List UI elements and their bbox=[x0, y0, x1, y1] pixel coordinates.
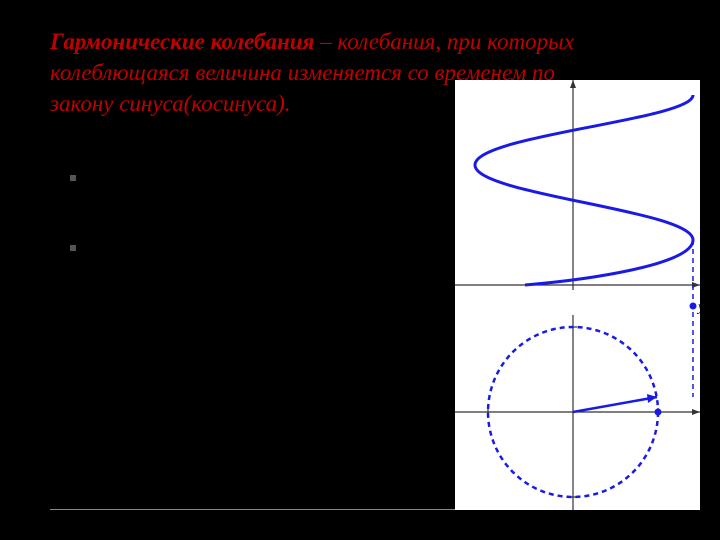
sine-curve bbox=[475, 95, 693, 285]
circle-panel bbox=[455, 315, 700, 510]
figure-svg: y(t) bbox=[455, 80, 700, 510]
y-of-t-dot bbox=[690, 303, 697, 310]
y-of-t-label: y(t) bbox=[696, 300, 700, 315]
projection-dot bbox=[655, 409, 662, 416]
heading-term: Гармонические колебания bbox=[50, 29, 314, 54]
sine-y-arrow bbox=[570, 80, 576, 88]
bullet-marker bbox=[70, 245, 76, 251]
bullet-marker bbox=[70, 175, 76, 181]
harmonic-figure: y(t) bbox=[455, 80, 700, 510]
radius-vector bbox=[573, 397, 657, 412]
circle-x-arrow bbox=[692, 409, 700, 415]
slide: Гармонические колебания – колебания, при… bbox=[0, 0, 720, 540]
